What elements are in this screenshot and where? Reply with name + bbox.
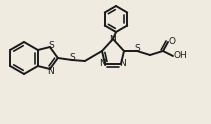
Text: O: O (169, 37, 176, 46)
Text: OH: OH (173, 51, 187, 61)
Text: N: N (100, 60, 106, 68)
Text: N: N (110, 34, 116, 44)
Text: S: S (48, 41, 54, 49)
Text: N: N (47, 66, 54, 76)
Text: N: N (120, 60, 126, 68)
Text: S: S (134, 44, 140, 53)
Text: S: S (69, 53, 75, 62)
